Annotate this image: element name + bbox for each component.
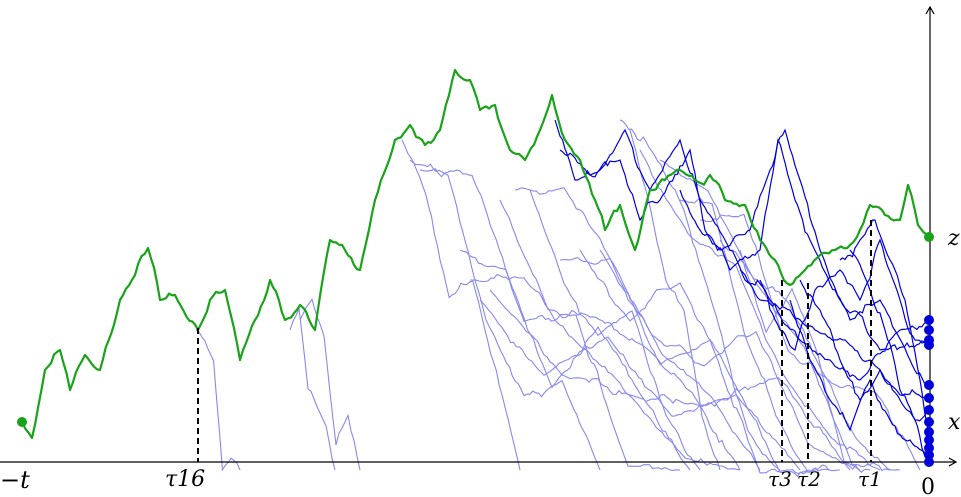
light-blue-path (679, 197, 841, 473)
green-start-dot (17, 417, 27, 427)
light-blue-path (719, 239, 891, 471)
label-zero: 0 (921, 475, 935, 497)
blue-endpoint-dot (924, 450, 934, 460)
dark-blue-path (799, 279, 930, 422)
blue-endpoint-dot (924, 315, 934, 325)
light-blue-path (299, 298, 361, 471)
light-blue-path (289, 306, 336, 471)
dark-blue-path (554, 119, 930, 381)
light-blue-path (529, 189, 701, 471)
light-blue-path (599, 249, 861, 471)
light-blue-path (514, 187, 761, 471)
light-blue-path (419, 167, 681, 471)
blue-endpoint-dot (924, 443, 934, 453)
light-blue-path (479, 299, 801, 471)
blue-endpoint-dot (924, 457, 934, 467)
terminal-blue-dots (924, 315, 934, 467)
light-blue-paths (195, 119, 921, 478)
blue-endpoint-dot (924, 340, 934, 350)
light-blue-path (489, 289, 851, 471)
dark-blue-path (739, 269, 930, 399)
light-blue-path (459, 249, 691, 471)
blue-endpoint-dot (924, 417, 934, 427)
light-blue-path (469, 273, 741, 471)
label-tau1: τ1 (858, 467, 882, 491)
dark-blue-path (679, 128, 930, 386)
light-blue-path (401, 139, 521, 471)
dark-blue-path (789, 299, 930, 456)
vertical-axis-arrow (925, 5, 935, 15)
blue-endpoint-dot (924, 435, 934, 445)
light-blue-path (739, 249, 871, 473)
dark-blue-path (759, 238, 930, 351)
label-tau16: τ16 (165, 467, 205, 492)
blue-endpoint-dot (924, 393, 934, 403)
label-tau3: τ3 (768, 467, 792, 491)
light-blue-path (579, 249, 831, 478)
label-neg-t: −t (0, 466, 30, 494)
dark-blue-path (559, 137, 930, 351)
label-z: z (947, 226, 960, 251)
label-tau2: τ2 (797, 467, 821, 491)
dark-blue-path (839, 219, 930, 441)
light-blue-path (629, 129, 721, 471)
blue-endpoint-dot (924, 427, 934, 437)
light-blue-path (659, 159, 901, 472)
light-blue-path (699, 213, 921, 471)
blue-endpoint-dot (924, 405, 934, 415)
blue-endpoint-dot (924, 380, 934, 390)
dark-blue-path (849, 249, 930, 463)
light-blue-path (499, 199, 741, 471)
light-blue-path (619, 119, 781, 471)
light-blue-path (409, 159, 601, 471)
light-blue-path (195, 329, 241, 472)
blue-endpoint-dot (924, 325, 934, 335)
dark-blue-paths (554, 119, 930, 463)
green-main-path (21, 68, 930, 440)
horizontal-axis-arrow (948, 457, 958, 467)
label-x: x (948, 410, 961, 435)
green-end-dot (924, 232, 934, 242)
light-blue-path (559, 257, 811, 475)
